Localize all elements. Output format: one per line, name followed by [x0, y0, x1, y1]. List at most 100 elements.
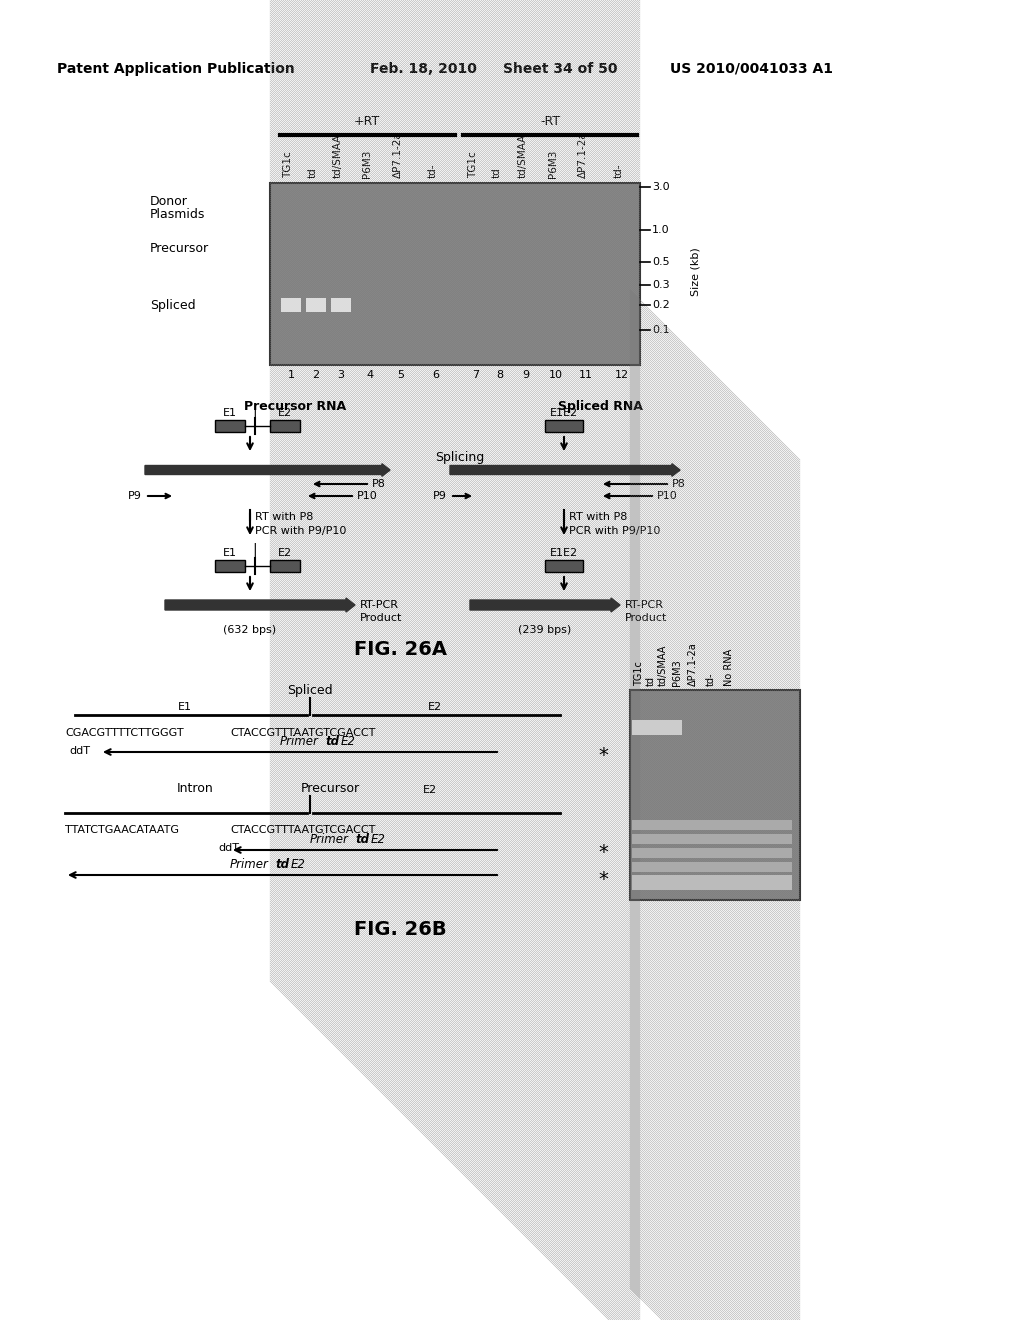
Text: Feb. 18, 2010: Feb. 18, 2010: [370, 62, 477, 77]
Text: td: td: [325, 735, 339, 748]
Text: Spliced: Spliced: [150, 298, 196, 312]
Bar: [270, 560, 300, 572]
Text: 12: 12: [615, 370, 629, 380]
Text: TG1c: TG1c: [283, 152, 293, 178]
Text: td: td: [275, 858, 289, 871]
Text: RT with P8: RT with P8: [255, 512, 313, 521]
Bar: [331, 298, 351, 312]
Text: Product: Product: [625, 612, 668, 623]
Text: ΔP7.1-2a: ΔP7.1-2a: [688, 643, 698, 686]
Text: E1E2: E1E2: [550, 548, 579, 558]
Bar: [545, 420, 583, 432]
Bar: [632, 862, 792, 873]
Text: P8: P8: [372, 479, 386, 488]
Text: FIG. 26B: FIG. 26B: [353, 920, 446, 939]
Text: ΔP7.1-2a: ΔP7.1-2a: [578, 131, 588, 178]
Text: P6M3: P6M3: [672, 659, 682, 686]
Text: PCR with P9/P10: PCR with P9/P10: [569, 525, 660, 536]
Text: td/SMAA: td/SMAA: [658, 644, 668, 686]
Text: td-: td-: [614, 164, 624, 178]
Text: E1E2: E1E2: [550, 408, 579, 418]
Text: 0.1: 0.1: [652, 325, 670, 335]
Text: E2: E2: [291, 858, 306, 871]
Text: Precursor RNA: Precursor RNA: [244, 400, 346, 413]
Text: 3: 3: [338, 370, 344, 380]
Text: Spliced RNA: Spliced RNA: [557, 400, 642, 413]
Text: P9: P9: [128, 491, 142, 502]
Text: td: td: [492, 168, 502, 178]
Text: 4: 4: [367, 370, 374, 380]
Text: td: td: [308, 168, 318, 178]
Text: E2: E2: [428, 702, 442, 711]
Bar: [545, 560, 583, 572]
Text: 3.0: 3.0: [652, 182, 670, 191]
Text: Primer: Primer: [280, 735, 318, 748]
Text: Product: Product: [360, 612, 402, 623]
Text: TG1c: TG1c: [634, 661, 644, 686]
Text: RT-PCR: RT-PCR: [625, 601, 664, 610]
FancyArrow shape: [145, 463, 390, 477]
Text: E1: E1: [223, 408, 237, 418]
Text: td/SMAA: td/SMAA: [518, 133, 528, 178]
Bar: [632, 719, 682, 735]
Text: No RNA: No RNA: [724, 648, 734, 686]
Text: CTACCGTTTAATGTCGACCT: CTACCGTTTAATGTCGACCT: [230, 729, 376, 738]
Text: E1: E1: [223, 548, 237, 558]
FancyArrow shape: [165, 598, 355, 612]
Text: 0.3: 0.3: [652, 280, 670, 290]
Text: E2: E2: [341, 735, 356, 748]
Bar: [632, 847, 792, 858]
Bar: [270, 420, 300, 432]
Bar: [215, 560, 245, 572]
Text: PCR with P9/P10: PCR with P9/P10: [255, 525, 346, 536]
Text: E2: E2: [278, 408, 292, 418]
Text: *: *: [598, 870, 608, 888]
Text: RT with P8: RT with P8: [569, 512, 628, 521]
Text: +RT: +RT: [354, 115, 380, 128]
Text: Primer: Primer: [230, 858, 269, 871]
Text: 0.5: 0.5: [652, 257, 670, 267]
Text: 7: 7: [472, 370, 479, 380]
Text: td/SMAA: td/SMAA: [333, 133, 343, 178]
Text: 9: 9: [522, 370, 529, 380]
Text: Plasmids: Plasmids: [150, 209, 206, 220]
Text: E2: E2: [278, 548, 292, 558]
Text: 6: 6: [432, 370, 439, 380]
Bar: [630, 690, 800, 900]
Text: Patent Application Publication: Patent Application Publication: [57, 62, 295, 77]
Text: td: td: [646, 676, 656, 686]
Text: 0.2: 0.2: [652, 300, 670, 310]
Text: TG1c: TG1c: [468, 152, 478, 178]
Text: td-: td-: [706, 672, 716, 686]
Text: E2: E2: [423, 785, 437, 795]
Text: (632 bps): (632 bps): [223, 624, 276, 635]
Bar: [270, 183, 640, 366]
Text: 1: 1: [288, 370, 295, 380]
Text: td-: td-: [428, 164, 438, 178]
Text: Spliced: Spliced: [287, 684, 333, 697]
Text: CGACGTTTTCTTGGGT: CGACGTTTTCTTGGGT: [65, 729, 183, 738]
Text: Splicing: Splicing: [435, 451, 484, 465]
FancyArrow shape: [450, 463, 680, 477]
Text: *: *: [598, 843, 608, 862]
Text: -RT: -RT: [540, 115, 560, 128]
Text: P6M3: P6M3: [548, 149, 558, 178]
FancyArrow shape: [470, 598, 620, 612]
Text: US 2010/0041033 A1: US 2010/0041033 A1: [670, 62, 833, 77]
Text: 10: 10: [549, 370, 563, 380]
Text: Intron: Intron: [176, 781, 213, 795]
Text: td: td: [355, 833, 369, 846]
Text: 8: 8: [497, 370, 504, 380]
Text: Precursor: Precursor: [150, 242, 209, 255]
Bar: [632, 875, 792, 890]
Text: P10: P10: [357, 491, 378, 502]
Text: (239 bps): (239 bps): [518, 624, 571, 635]
Text: Sheet 34 of 50: Sheet 34 of 50: [503, 62, 617, 77]
Bar: [632, 820, 792, 830]
Text: ΔP7.1-2a: ΔP7.1-2a: [393, 131, 403, 178]
Text: P6M3: P6M3: [362, 149, 372, 178]
Text: FIG. 26A: FIG. 26A: [353, 640, 446, 659]
Text: |: |: [253, 403, 257, 417]
Text: RT-PCR: RT-PCR: [360, 601, 399, 610]
Text: *: *: [598, 746, 608, 766]
